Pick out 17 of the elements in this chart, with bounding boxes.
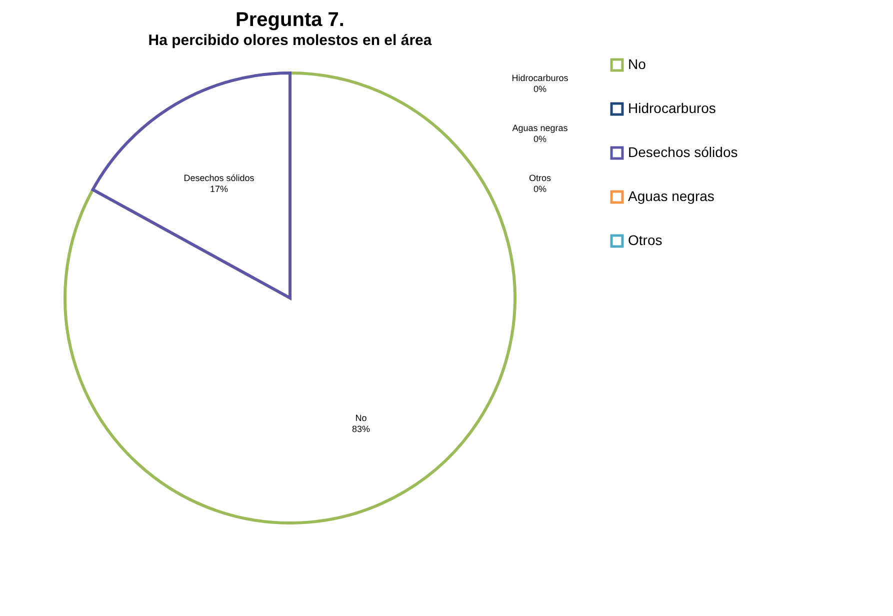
text: 0% bbox=[533, 84, 547, 94]
data-label: 83% bbox=[352, 424, 370, 434]
legend-label: Desechos sólidos bbox=[628, 144, 738, 160]
slice-label: Desechos sólidos bbox=[184, 172, 255, 183]
legend-label: No bbox=[628, 56, 646, 72]
data-label: 17% bbox=[210, 184, 228, 194]
category-label: Hidrocarburos bbox=[512, 73, 568, 83]
slice-label: No bbox=[355, 413, 367, 424]
chart-title: Pregunta 7. bbox=[236, 9, 344, 31]
category-label: Aguas negras bbox=[512, 123, 568, 133]
legend-label: Hidrocarburos bbox=[628, 100, 716, 116]
legend-label: Otros bbox=[628, 232, 662, 248]
legend-label: Aguas negras bbox=[628, 188, 714, 204]
chart-subtitle: Ha percibido olores molestos en el área bbox=[148, 32, 432, 49]
category-label: Otros bbox=[528, 173, 552, 183]
text: 0% bbox=[533, 184, 547, 194]
text: 0% bbox=[533, 134, 547, 144]
